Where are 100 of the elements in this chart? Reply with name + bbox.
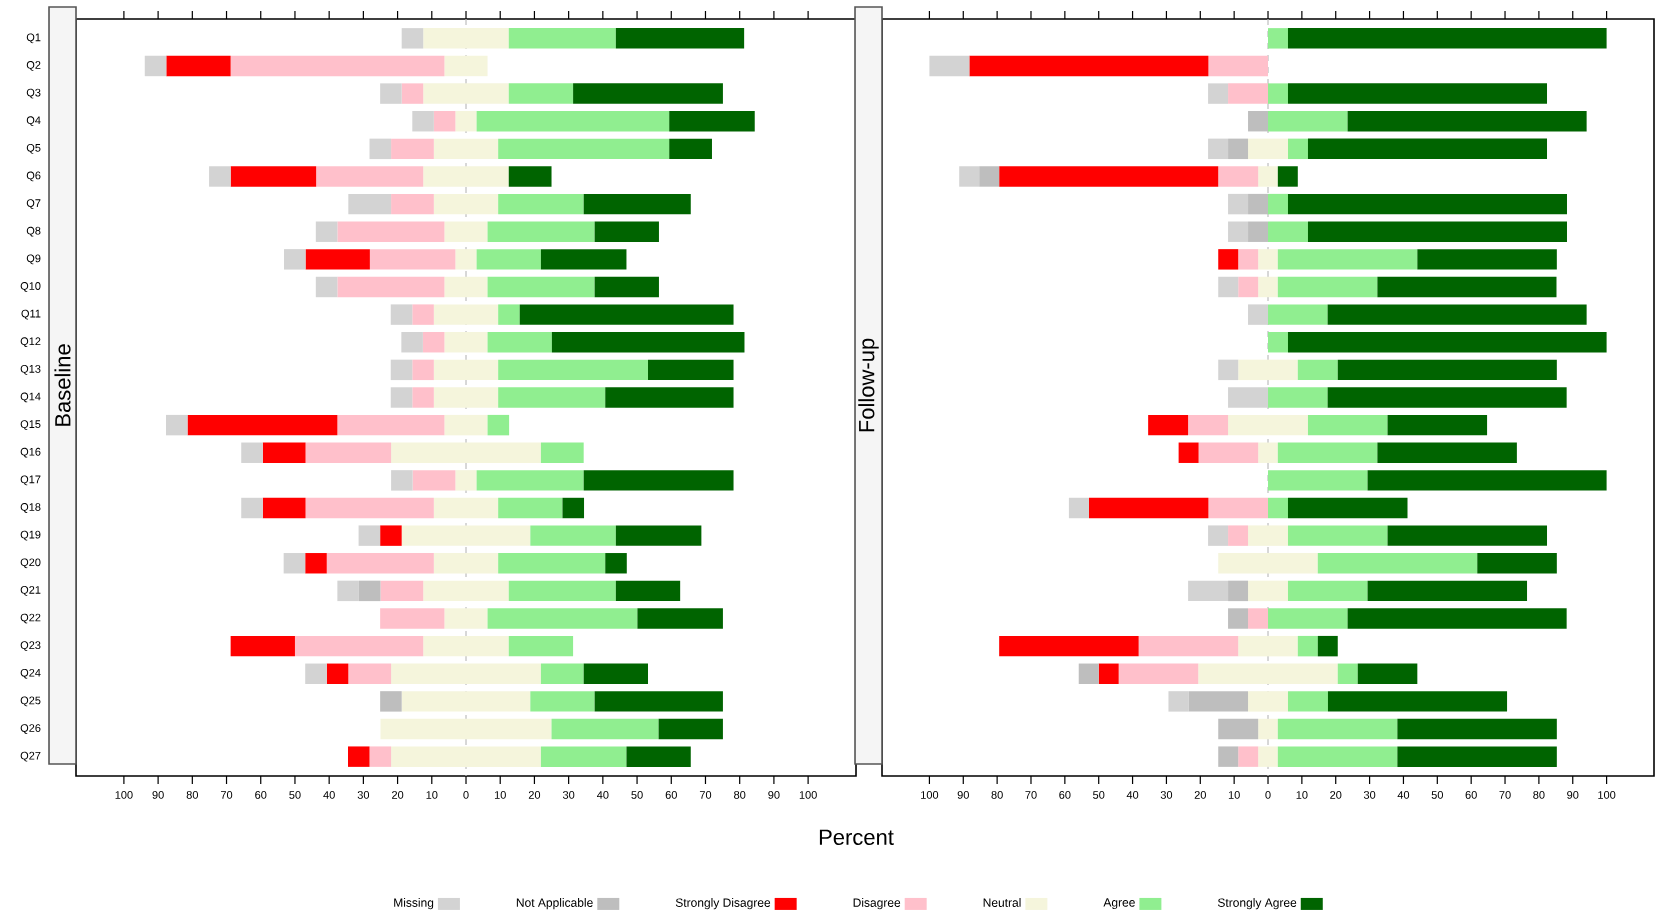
bar: [1188, 414, 1229, 436]
bar: [1327, 691, 1508, 712]
bar: [605, 553, 627, 574]
bar: [1228, 138, 1249, 160]
bar: [1387, 525, 1548, 546]
bar: [305, 663, 327, 684]
bar: [337, 221, 445, 242]
bar: [401, 332, 423, 353]
bar: [551, 332, 745, 353]
bar: [530, 691, 595, 712]
bar: [337, 414, 445, 436]
x-tick-label: 80: [1533, 791, 1545, 799]
bar: [1188, 691, 1249, 712]
bar: [487, 221, 595, 242]
x-tick-label: 100: [1598, 791, 1616, 799]
bar: [1268, 28, 1288, 49]
bar: [658, 718, 723, 740]
bar: [1397, 718, 1557, 740]
bar: [1098, 663, 1119, 684]
bar: [540, 249, 627, 270]
bar: [1268, 304, 1328, 325]
bar: [1477, 553, 1557, 574]
bar: [380, 691, 402, 712]
bar: [1367, 580, 1528, 602]
bar: [326, 663, 349, 684]
bar: [1277, 442, 1378, 463]
bar: [540, 442, 584, 463]
text: Follow-up: [858, 338, 879, 432]
bar: [412, 304, 434, 325]
y-tick-label: Q6: [26, 171, 41, 182]
bar: [999, 635, 1139, 657]
bar: [1208, 55, 1269, 77]
bar: [1317, 635, 1338, 657]
bar: [209, 166, 231, 187]
x-tick-label: 30: [1363, 791, 1376, 799]
bar: [594, 221, 659, 242]
x-tick-label: 90: [1567, 791, 1579, 799]
bar: [401, 28, 424, 49]
bar: [412, 470, 456, 491]
bar: [1287, 28, 1607, 49]
bar: [605, 387, 734, 408]
legend-label: Missing: [394, 898, 434, 910]
bar: [1277, 276, 1378, 298]
y-tick-label: Q26: [20, 724, 41, 734]
bar: [1208, 497, 1269, 519]
bar: [347, 746, 370, 767]
bar: [1287, 691, 1328, 712]
bar: [326, 553, 434, 574]
y-tick-label: Q3: [26, 88, 41, 99]
bar: [1287, 525, 1388, 546]
bar: [1118, 663, 1199, 684]
bar: [959, 166, 980, 187]
x-tick-label: 30: [357, 791, 370, 799]
bar: [1297, 635, 1318, 657]
bar: [1218, 718, 1259, 740]
bar: [369, 746, 392, 767]
x-tick-label: 100: [921, 791, 939, 799]
bar: [594, 691, 723, 712]
x-tick-label: 70: [1025, 791, 1037, 799]
bar: [1307, 414, 1388, 436]
x-tick-label: 50: [631, 791, 643, 799]
bar: [412, 110, 434, 132]
bar: [390, 304, 413, 325]
bar: [487, 414, 510, 436]
bar: [487, 608, 638, 629]
bar: [262, 497, 306, 519]
x-tick-label: 90: [957, 791, 969, 799]
bar: [1397, 746, 1557, 767]
bar: [144, 55, 167, 77]
bar: [1307, 221, 1567, 242]
bar: [487, 276, 595, 298]
bar: [284, 249, 306, 270]
bar: [401, 83, 424, 104]
bar: [498, 138, 670, 160]
bar: [422, 332, 445, 353]
bar: [1088, 497, 1209, 519]
bar: [519, 304, 734, 325]
y-tick-label: Q21: [20, 586, 41, 596]
bar: [358, 580, 381, 602]
bar: [615, 525, 702, 546]
bar: [929, 55, 970, 77]
bar: [1228, 525, 1249, 546]
bar: [540, 746, 627, 767]
bar: [1168, 691, 1189, 712]
y-tick-label: Q17: [20, 475, 41, 486]
x-tick-label: 90: [768, 791, 780, 799]
bar: [1337, 359, 1557, 381]
x-tick-label: 0: [463, 791, 469, 799]
x-tick-label: 70: [220, 791, 233, 799]
bar: [1208, 83, 1229, 104]
bar: [1268, 497, 1288, 519]
y-tick-label: Q1: [26, 33, 41, 44]
bar: [594, 276, 659, 298]
bar: [1297, 359, 1338, 381]
bar: [316, 166, 424, 187]
y-tick-label: Q5: [26, 143, 41, 154]
bar: [487, 332, 552, 353]
y-tick-label: Q15: [20, 420, 41, 430]
y-tick-label: Q4: [26, 116, 41, 127]
bar: [476, 470, 584, 491]
